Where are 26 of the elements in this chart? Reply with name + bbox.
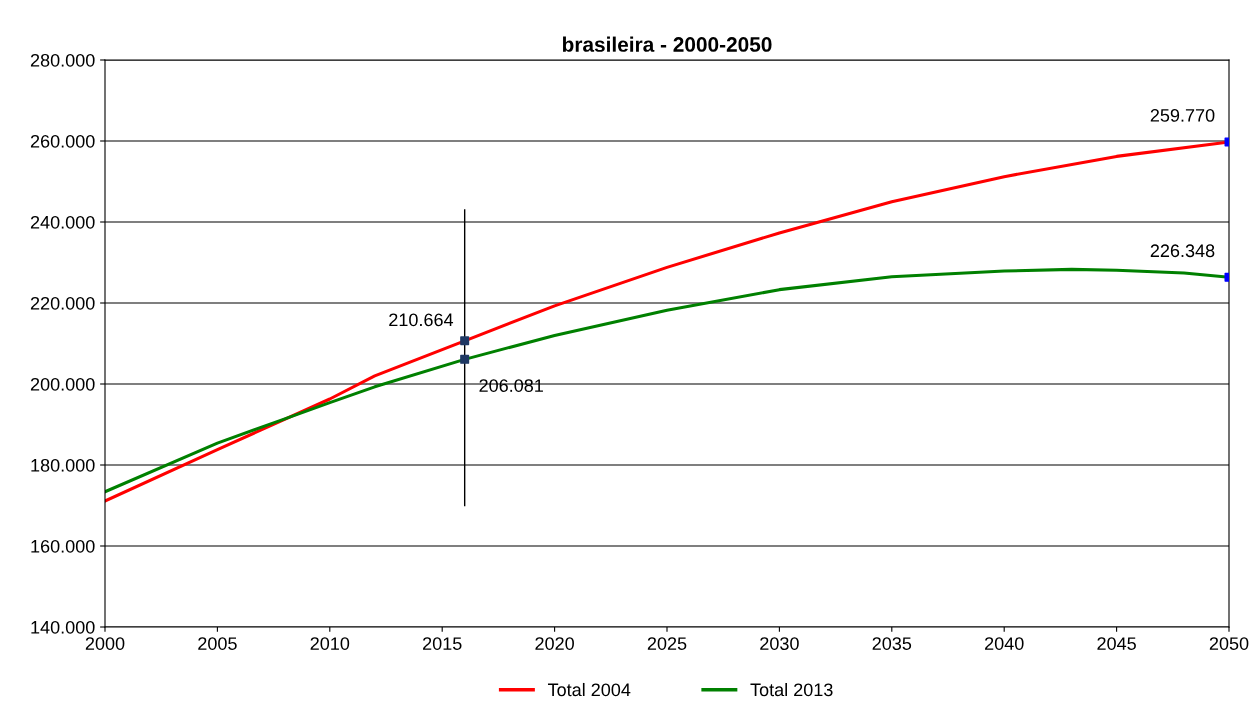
y-tick-label: 260.000	[30, 134, 95, 148]
x-tick-label: 2050	[1209, 637, 1249, 650]
x-tick-label: 2025	[647, 637, 687, 650]
x-tick-label: 2020	[535, 637, 574, 650]
y-tick-label: 140.000	[31, 620, 95, 634]
y-tick-label: 160.000	[31, 539, 95, 553]
data-label: 226.348	[1150, 244, 1215, 258]
data-label: 206.081	[479, 379, 543, 392]
x-tick-label: 2040	[985, 637, 1024, 650]
y-tick-label: 200.000	[30, 377, 95, 391]
x-tick-label: 2010	[310, 637, 350, 650]
data-label: 259.770	[1150, 108, 1215, 122]
x-tick-label: 2000	[85, 637, 125, 650]
x-tick-label: 2035	[872, 637, 912, 650]
x-tick-label: 2030	[760, 637, 799, 650]
x-tick-label: 2005	[198, 637, 237, 650]
legend-label: Total 2013	[750, 682, 833, 697]
y-tick-label: 240.000	[30, 215, 95, 229]
y-tick-label: 180.000	[31, 458, 95, 472]
x-tick-label: 2045	[1097, 637, 1136, 650]
legend-label: Total 2004	[547, 682, 631, 697]
y-tick-label: 280.000	[30, 53, 95, 67]
x-tick-label: 2015	[423, 637, 462, 650]
data-label: 210.664	[389, 313, 454, 327]
y-tick-label: 220.000	[30, 296, 95, 310]
chart-title: brasileira - 2000-2050	[562, 36, 772, 52]
